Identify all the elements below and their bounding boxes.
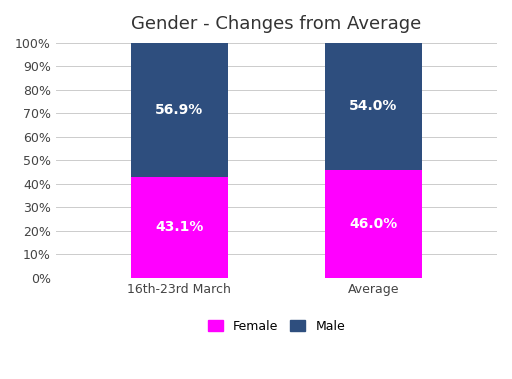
Bar bbox=[325, 43, 422, 170]
Title: Gender - Changes from Average: Gender - Changes from Average bbox=[131, 15, 421, 33]
Bar bbox=[131, 177, 228, 278]
Text: 43.1%: 43.1% bbox=[155, 220, 203, 234]
Text: 54.0%: 54.0% bbox=[349, 99, 398, 113]
Text: 56.9%: 56.9% bbox=[155, 103, 203, 117]
Bar bbox=[131, 43, 228, 177]
Legend: Female, Male: Female, Male bbox=[203, 315, 350, 338]
Bar bbox=[325, 170, 422, 278]
Text: 46.0%: 46.0% bbox=[349, 217, 398, 231]
